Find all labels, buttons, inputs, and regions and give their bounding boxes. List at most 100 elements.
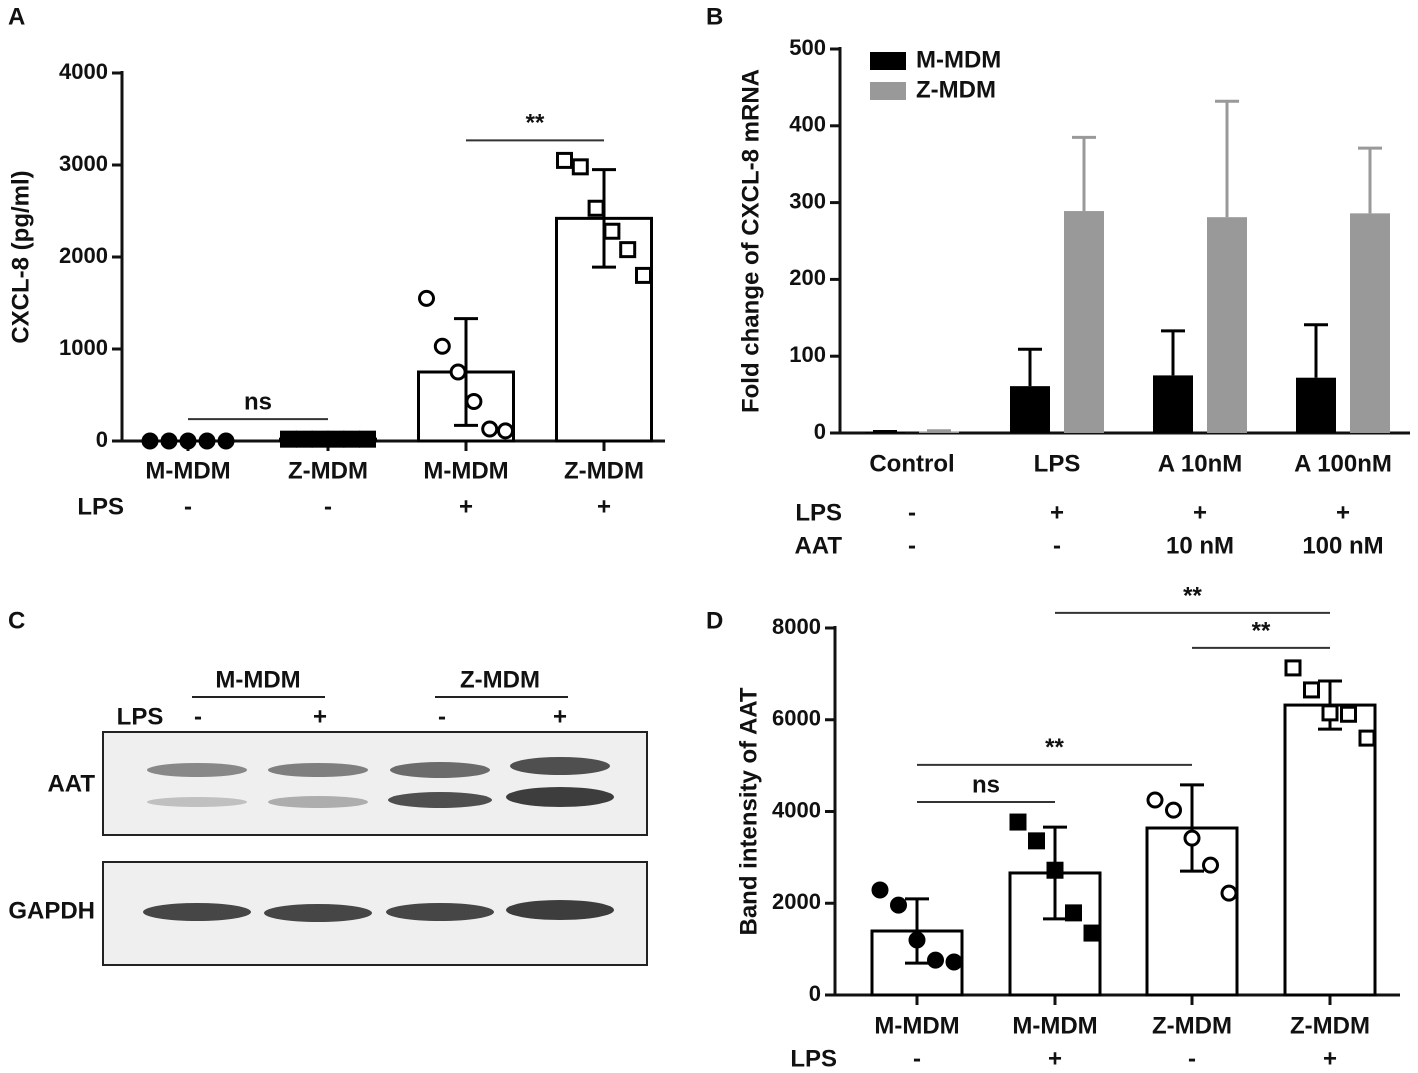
x-tick-label: A 10nM xyxy=(1158,450,1242,477)
y-tick-label: 1000 xyxy=(59,335,108,360)
significance-label: ns xyxy=(244,389,272,416)
point xyxy=(217,432,235,450)
row-label: LPS xyxy=(795,499,842,526)
point xyxy=(1183,829,1201,847)
row-value: - xyxy=(908,499,916,526)
row-value: + xyxy=(1050,499,1064,526)
y-tick-label: 0 xyxy=(809,981,821,1006)
band-label: GAPDH xyxy=(8,897,95,924)
x-tick-label: LPS xyxy=(1034,450,1081,477)
row-value: - xyxy=(913,1045,921,1072)
bar xyxy=(865,432,905,433)
point xyxy=(1321,704,1339,722)
y-tick-label: 8000 xyxy=(772,614,821,639)
point xyxy=(927,951,944,969)
y-tick-label: 200 xyxy=(789,265,826,290)
row-value: + xyxy=(1336,499,1350,526)
row-value: 100 nM xyxy=(1302,532,1383,559)
row-value: - xyxy=(908,532,916,559)
point xyxy=(1028,832,1045,850)
point xyxy=(1046,861,1064,879)
point xyxy=(295,430,313,448)
point xyxy=(1009,813,1027,831)
point xyxy=(141,432,159,450)
error-bar xyxy=(1161,329,1185,376)
error-bar xyxy=(905,897,929,965)
point xyxy=(198,432,216,450)
point xyxy=(619,241,637,259)
legend-label: M-MDM xyxy=(916,46,1001,73)
row-value: 10 nM xyxy=(1166,532,1234,559)
error-bar xyxy=(1018,347,1042,387)
bar xyxy=(1296,377,1336,433)
point xyxy=(1083,924,1101,942)
point xyxy=(1165,801,1182,819)
error-bar xyxy=(1358,146,1382,214)
x-tick-label: M-MDM xyxy=(874,1012,959,1039)
x-tick-label: Z-MDM xyxy=(1290,1012,1370,1039)
y-tick-label: 400 xyxy=(789,112,826,137)
point xyxy=(327,430,345,448)
point xyxy=(945,953,963,971)
x-tick-label: Z-MDM xyxy=(1152,1012,1232,1039)
point xyxy=(1065,904,1082,922)
row-value: - xyxy=(324,493,332,520)
band xyxy=(268,796,368,808)
point xyxy=(1358,729,1376,747)
panel-label: B xyxy=(706,3,723,30)
error-bar xyxy=(927,429,951,433)
error-bar xyxy=(1180,783,1204,873)
bar xyxy=(1207,217,1247,433)
point xyxy=(160,432,178,450)
blot-box xyxy=(102,731,648,836)
row-label: AAT xyxy=(794,532,842,559)
point xyxy=(449,363,467,381)
band xyxy=(506,900,614,920)
y-tick-label: 2000 xyxy=(59,243,108,268)
point xyxy=(587,199,605,217)
panel-label: D xyxy=(706,607,723,634)
y-axis-label: CXCL-8 (pg/ml) xyxy=(7,170,34,343)
point xyxy=(890,896,907,914)
point xyxy=(908,931,926,949)
point xyxy=(418,289,435,307)
y-tick-label: 500 xyxy=(789,35,826,60)
point xyxy=(556,151,573,169)
y-axis-label: Band intensity of AAT xyxy=(735,687,762,935)
band xyxy=(147,763,247,777)
lane-label: - xyxy=(194,703,202,730)
band xyxy=(264,904,372,922)
point xyxy=(871,881,889,899)
y-tick-label: 6000 xyxy=(772,706,821,731)
point xyxy=(603,222,621,240)
lane-label: + xyxy=(553,703,567,730)
error-bar xyxy=(1304,323,1328,378)
x-tick-label: A 100nM xyxy=(1294,450,1392,477)
group-label: M-MDM xyxy=(215,666,300,693)
row-label: LPS xyxy=(117,703,164,730)
significance-label: ** xyxy=(1252,617,1271,644)
band xyxy=(268,763,368,777)
error-bar xyxy=(873,429,897,433)
band xyxy=(386,903,494,921)
bands xyxy=(143,757,614,922)
y-tick-label: 0 xyxy=(96,427,108,452)
significance-label: ** xyxy=(1045,734,1064,761)
y-tick-label: 300 xyxy=(789,188,826,213)
y-tick-label: 2000 xyxy=(772,889,821,914)
group-label: Z-MDM xyxy=(460,666,540,693)
bar xyxy=(1064,211,1104,433)
point xyxy=(343,430,361,448)
panel-label: A xyxy=(8,3,25,30)
bar xyxy=(1010,386,1050,433)
point xyxy=(280,430,297,448)
significance-label: ** xyxy=(1183,582,1202,609)
bar xyxy=(1283,703,1377,997)
row-value: - xyxy=(1188,1045,1196,1072)
band xyxy=(388,792,492,808)
lane-label: - xyxy=(438,703,446,730)
point xyxy=(433,337,451,355)
band xyxy=(390,762,490,778)
point xyxy=(1303,681,1320,699)
x-tick-label: Z-MDM xyxy=(288,457,368,484)
